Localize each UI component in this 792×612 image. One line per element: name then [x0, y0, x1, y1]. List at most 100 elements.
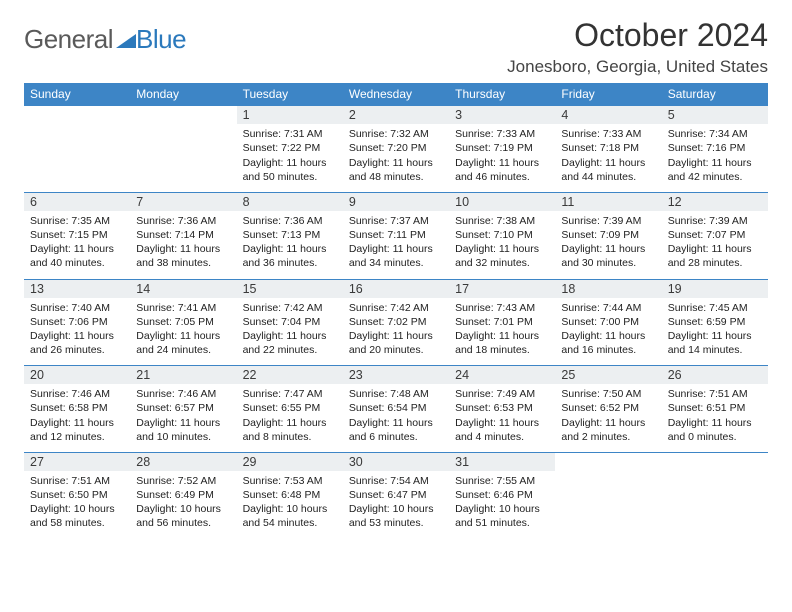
day-number-cell: 14 [130, 279, 236, 298]
daylight-text-2: and 18 minutes. [455, 343, 549, 357]
sunset-text: Sunset: 7:06 PM [30, 315, 124, 329]
sunset-text: Sunset: 7:04 PM [243, 315, 337, 329]
daylight-text-1: Daylight: 11 hours [668, 416, 762, 430]
sunrise-text: Sunrise: 7:50 AM [561, 387, 655, 401]
daylight-text-2: and 28 minutes. [668, 256, 762, 270]
day-number-cell: 2 [343, 106, 449, 125]
daylight-text-2: and 8 minutes. [243, 430, 337, 444]
sunrise-text: Sunrise: 7:53 AM [243, 474, 337, 488]
daylight-text-1: Daylight: 10 hours [243, 502, 337, 516]
weekday-header: Saturday [662, 83, 768, 106]
day-detail-cell: Sunrise: 7:44 AMSunset: 7:00 PMDaylight:… [555, 298, 661, 366]
day-detail-row: Sunrise: 7:31 AMSunset: 7:22 PMDaylight:… [24, 124, 768, 192]
day-number-cell: 28 [130, 452, 236, 471]
sunrise-text: Sunrise: 7:51 AM [30, 474, 124, 488]
daylight-text-1: Daylight: 11 hours [30, 416, 124, 430]
sunrise-text: Sunrise: 7:52 AM [136, 474, 230, 488]
day-number-cell: 22 [237, 366, 343, 385]
month-title: October 2024 [507, 18, 768, 53]
daylight-text-2: and 53 minutes. [349, 516, 443, 530]
sunset-text: Sunset: 7:07 PM [668, 228, 762, 242]
daylight-text-2: and 24 minutes. [136, 343, 230, 357]
day-detail-cell: Sunrise: 7:48 AMSunset: 6:54 PMDaylight:… [343, 384, 449, 452]
sunset-text: Sunset: 7:02 PM [349, 315, 443, 329]
daylight-text-1: Daylight: 11 hours [455, 242, 549, 256]
sunset-text: Sunset: 6:58 PM [30, 401, 124, 415]
sunset-text: Sunset: 7:01 PM [455, 315, 549, 329]
weekday-header: Tuesday [237, 83, 343, 106]
daylight-text-1: Daylight: 11 hours [455, 156, 549, 170]
sunset-text: Sunset: 7:10 PM [455, 228, 549, 242]
day-detail-cell: Sunrise: 7:41 AMSunset: 7:05 PMDaylight:… [130, 298, 236, 366]
day-number-cell: 27 [24, 452, 130, 471]
day-number-cell: 26 [662, 366, 768, 385]
day-detail-cell: Sunrise: 7:33 AMSunset: 7:19 PMDaylight:… [449, 124, 555, 192]
day-detail-cell: Sunrise: 7:55 AMSunset: 6:46 PMDaylight:… [449, 471, 555, 539]
day-number-cell: 21 [130, 366, 236, 385]
day-detail-cell [662, 471, 768, 539]
day-detail-cell: Sunrise: 7:47 AMSunset: 6:55 PMDaylight:… [237, 384, 343, 452]
daylight-text-2: and 42 minutes. [668, 170, 762, 184]
daylight-text-2: and 26 minutes. [30, 343, 124, 357]
daylight-text-1: Daylight: 11 hours [30, 242, 124, 256]
day-detail-row: Sunrise: 7:46 AMSunset: 6:58 PMDaylight:… [24, 384, 768, 452]
daylight-text-2: and 32 minutes. [455, 256, 549, 270]
sunrise-text: Sunrise: 7:39 AM [561, 214, 655, 228]
day-detail-cell: Sunrise: 7:39 AMSunset: 7:07 PMDaylight:… [662, 211, 768, 279]
daylight-text-2: and 2 minutes. [561, 430, 655, 444]
daylight-text-1: Daylight: 11 hours [349, 242, 443, 256]
day-detail-cell: Sunrise: 7:43 AMSunset: 7:01 PMDaylight:… [449, 298, 555, 366]
sunset-text: Sunset: 7:18 PM [561, 141, 655, 155]
sunrise-text: Sunrise: 7:42 AM [243, 301, 337, 315]
daylight-text-2: and 6 minutes. [349, 430, 443, 444]
day-number-row: 12345 [24, 106, 768, 125]
sunset-text: Sunset: 7:11 PM [349, 228, 443, 242]
sunset-text: Sunset: 6:59 PM [668, 315, 762, 329]
daylight-text-2: and 30 minutes. [561, 256, 655, 270]
day-number-cell: 17 [449, 279, 555, 298]
sunrise-text: Sunrise: 7:55 AM [455, 474, 549, 488]
day-detail-cell: Sunrise: 7:45 AMSunset: 6:59 PMDaylight:… [662, 298, 768, 366]
daylight-text-2: and 50 minutes. [243, 170, 337, 184]
day-detail-cell: Sunrise: 7:42 AMSunset: 7:02 PMDaylight:… [343, 298, 449, 366]
day-number-cell: 31 [449, 452, 555, 471]
day-detail-cell: Sunrise: 7:54 AMSunset: 6:47 PMDaylight:… [343, 471, 449, 539]
day-detail-cell: Sunrise: 7:31 AMSunset: 7:22 PMDaylight:… [237, 124, 343, 192]
day-detail-cell: Sunrise: 7:46 AMSunset: 6:57 PMDaylight:… [130, 384, 236, 452]
daylight-text-1: Daylight: 10 hours [136, 502, 230, 516]
day-number-cell: 23 [343, 366, 449, 385]
sunrise-text: Sunrise: 7:48 AM [349, 387, 443, 401]
day-detail-cell: Sunrise: 7:50 AMSunset: 6:52 PMDaylight:… [555, 384, 661, 452]
day-detail-cell: Sunrise: 7:51 AMSunset: 6:51 PMDaylight:… [662, 384, 768, 452]
day-number-cell: 11 [555, 192, 661, 211]
day-detail-cell: Sunrise: 7:38 AMSunset: 7:10 PMDaylight:… [449, 211, 555, 279]
daylight-text-1: Daylight: 11 hours [349, 329, 443, 343]
daylight-text-2: and 10 minutes. [136, 430, 230, 444]
day-detail-cell: Sunrise: 7:49 AMSunset: 6:53 PMDaylight:… [449, 384, 555, 452]
day-number-cell [662, 452, 768, 471]
sunset-text: Sunset: 6:52 PM [561, 401, 655, 415]
daylight-text-1: Daylight: 11 hours [349, 156, 443, 170]
sunset-text: Sunset: 7:05 PM [136, 315, 230, 329]
day-number-cell: 24 [449, 366, 555, 385]
day-number-cell: 4 [555, 106, 661, 125]
sunset-text: Sunset: 6:46 PM [455, 488, 549, 502]
day-detail-cell: Sunrise: 7:33 AMSunset: 7:18 PMDaylight:… [555, 124, 661, 192]
logo-text-blue: Blue [136, 24, 186, 55]
daylight-text-1: Daylight: 11 hours [136, 242, 230, 256]
daylight-text-1: Daylight: 11 hours [561, 329, 655, 343]
day-detail-cell: Sunrise: 7:32 AMSunset: 7:20 PMDaylight:… [343, 124, 449, 192]
daylight-text-2: and 48 minutes. [349, 170, 443, 184]
sunrise-text: Sunrise: 7:46 AM [30, 387, 124, 401]
sunrise-text: Sunrise: 7:37 AM [349, 214, 443, 228]
daylight-text-2: and 44 minutes. [561, 170, 655, 184]
daylight-text-1: Daylight: 11 hours [243, 416, 337, 430]
day-number-row: 2728293031 [24, 452, 768, 471]
sunset-text: Sunset: 6:49 PM [136, 488, 230, 502]
weekday-header: Thursday [449, 83, 555, 106]
sunset-text: Sunset: 6:53 PM [455, 401, 549, 415]
sunrise-text: Sunrise: 7:39 AM [668, 214, 762, 228]
day-number-cell: 15 [237, 279, 343, 298]
sunrise-text: Sunrise: 7:51 AM [668, 387, 762, 401]
sunrise-text: Sunrise: 7:33 AM [455, 127, 549, 141]
